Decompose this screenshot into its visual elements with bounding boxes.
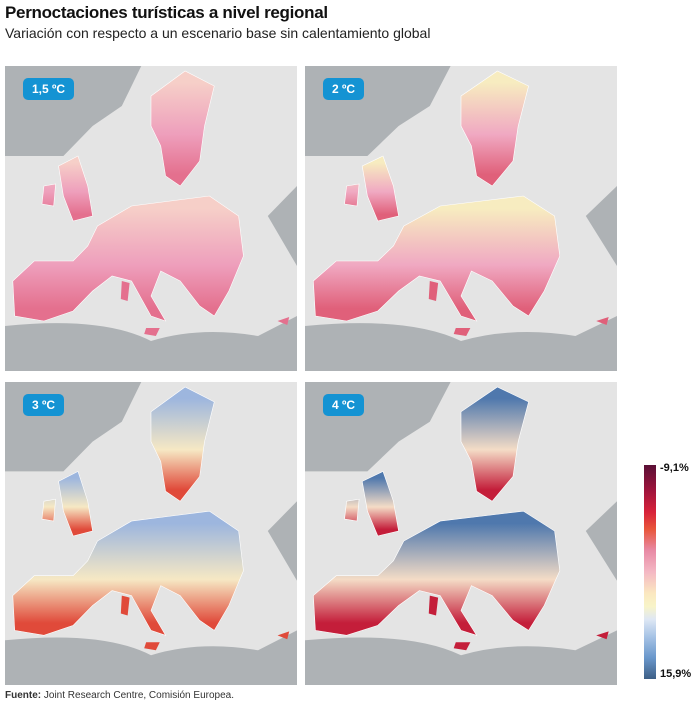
map-panel-3c: 3 ºC [5,382,297,685]
map-panel-1-5c: 1,5 ºC [5,66,297,371]
continental-europe [313,510,561,636]
legend-max-label: -9,1% [660,462,689,474]
scenario-badge: 4 ºC [323,394,365,416]
british-isles [41,155,93,222]
map-panel-2c: 2 ºC [305,66,617,371]
map-2 [5,382,297,685]
scandinavia [150,70,215,187]
british-isles [41,470,93,537]
scenario-badge: 3 ºC [23,394,65,416]
source-label: Fuente: [5,690,42,701]
map-3 [305,382,617,685]
map-1 [305,66,617,371]
continental-europe [313,195,561,322]
legend-min-label: 15,9% [660,668,692,680]
scandinavia [460,386,529,502]
map-0 [5,66,297,371]
british-isles [344,155,399,222]
continental-europe [12,510,244,636]
map-panel-4c: 4 ºC [305,382,617,685]
page-subtitle: Variación con respecto a un escenario ba… [5,25,431,41]
source-text: Joint Research Centre, Comisión Europea. [41,690,234,701]
continental-europe [12,195,244,322]
scenario-badge: 2 ºC [323,78,365,100]
source-note: Fuente: Joint Research Centre, Comisión … [5,690,234,701]
scenario-badge: 1,5 ºC [23,78,75,100]
color-scale-bar [644,465,656,679]
british-isles [344,470,399,537]
page-title: Pernoctaciones turísticas a nivel region… [5,3,328,22]
scandinavia [460,70,529,187]
scandinavia [150,386,215,502]
